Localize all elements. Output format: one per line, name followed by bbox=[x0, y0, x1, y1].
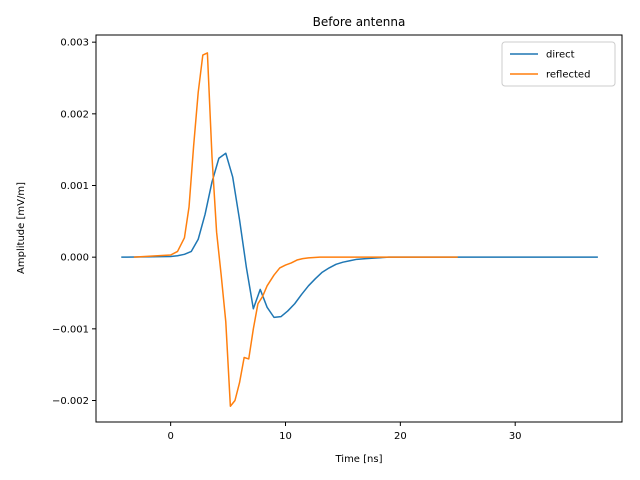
legend-label-reflected: reflected bbox=[546, 70, 590, 81]
x-axis-label: Time [ns] bbox=[334, 454, 382, 465]
legend: direct reflected bbox=[501, 41, 616, 87]
x-axis-ticks: 0 10 20 30 bbox=[167, 422, 522, 442]
legend-box bbox=[501, 41, 616, 87]
x-tick-label: 0 bbox=[167, 431, 173, 442]
y-tick-label: 0.002 bbox=[60, 109, 89, 120]
series-line-reflected bbox=[133, 52, 458, 407]
plot-frame bbox=[95, 34, 623, 423]
series-layer bbox=[121, 52, 598, 407]
y-tick-label: 0.003 bbox=[60, 38, 89, 49]
y-tick-label: 0.001 bbox=[60, 181, 89, 192]
x-tick-label: 10 bbox=[279, 431, 292, 442]
y-tick-label: −0.002 bbox=[52, 396, 89, 407]
x-tick-label: 20 bbox=[394, 431, 407, 442]
y-axis-label: Amplitude [mV/m] bbox=[16, 182, 27, 274]
y-tick-label: 0.000 bbox=[60, 253, 89, 264]
y-tick-label: −0.001 bbox=[52, 324, 89, 335]
legend-label-direct: direct bbox=[546, 50, 575, 61]
chart-title: Before antenna bbox=[313, 15, 406, 29]
x-tick-label: 30 bbox=[509, 431, 522, 442]
y-axis-ticks: −0.002 −0.001 0.000 0.001 0.002 0.003 bbox=[52, 38, 96, 407]
plot-area bbox=[96, 35, 622, 422]
